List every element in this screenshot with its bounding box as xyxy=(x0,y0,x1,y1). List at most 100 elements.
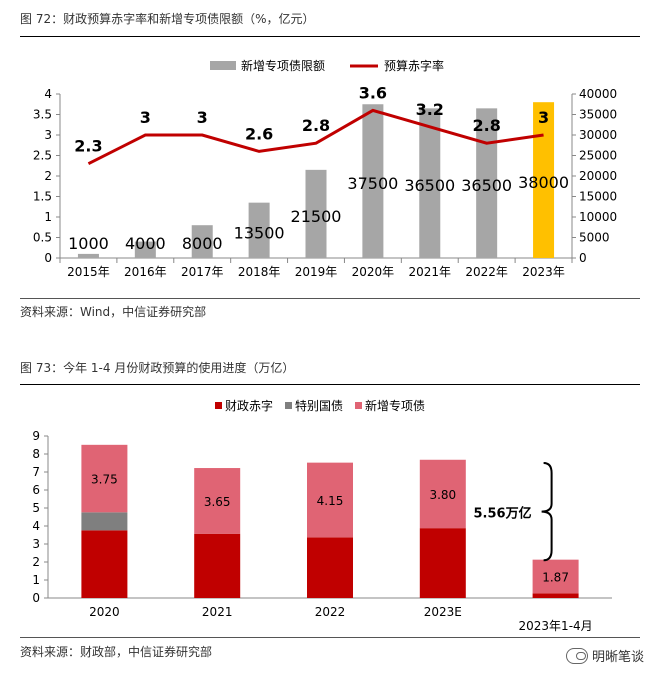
bar-data-label: 3.75 xyxy=(91,473,118,487)
figure-73-bottom-rule xyxy=(20,637,640,638)
y-axis-tick-label: 9 xyxy=(32,429,40,443)
bar-deficit-2020 xyxy=(81,530,128,598)
bar-data-label: 21500 xyxy=(291,207,342,226)
budget-usage-progress-chart: 财政赤字 特别国债 新增专项债 0 1 2 3 4 5 6 7 8 9 2020 2021 2022 2023E… xyxy=(32,398,612,632)
figure-72-bottom-rule xyxy=(20,298,640,299)
bar-deficit-2023E xyxy=(419,528,466,598)
y-axis-tick-label: 5 xyxy=(32,501,40,515)
legend-deficit-swatch xyxy=(215,402,222,409)
bar-deficit-2023年1-4月 xyxy=(532,593,579,598)
figure-73-title: 图 73：今年 1-4 月份财政预算的使用进度（万亿） xyxy=(20,361,295,375)
legend-special-bond-label: 新增专项债 xyxy=(365,398,425,413)
x-axis-tick-label: 2023年 xyxy=(522,265,565,279)
bar-deficit-2021 xyxy=(194,533,241,598)
right-axis-tick-label: 10000 xyxy=(579,210,617,224)
bar-data-label: 38000 xyxy=(518,173,569,192)
y-axis-tick-label: 2 xyxy=(32,555,40,569)
figure-72-top-rule xyxy=(20,36,640,37)
x-axis-tick-label: 2017年 xyxy=(181,265,224,279)
bar-data-label: 1000 xyxy=(68,234,109,253)
left-axis-tick-label: 0 xyxy=(44,251,52,265)
bar-special-treasury-2020 xyxy=(81,512,128,531)
x-axis-tick-label: 2020 xyxy=(89,605,120,619)
figure-73-source: 资料来源：财政部，中信证券研究部 xyxy=(20,645,213,659)
x-axis-tick-label: 2022 xyxy=(315,605,346,619)
left-axis-tick-label: 2.5 xyxy=(33,149,52,163)
annotation-total-label: 5.56万亿 xyxy=(474,506,532,522)
right-axis-tick-label: 30000 xyxy=(579,128,617,142)
bar-data-label: 4000 xyxy=(125,234,166,253)
watermark-text: 明晰笔谈 xyxy=(591,650,644,665)
bar-special-bond-2023年 xyxy=(533,102,555,258)
legend-special-bond-swatch xyxy=(355,402,362,409)
watermark: 明晰笔谈 xyxy=(565,646,644,665)
line-data-label: 3 xyxy=(538,108,549,127)
bar-special-bond-2016年 xyxy=(134,241,156,258)
legend-bar-swatch xyxy=(210,61,236,70)
line-data-label: 3 xyxy=(197,108,208,127)
bar-deficit-2022 xyxy=(307,537,353,598)
x-axis-tick-label: 2020年 xyxy=(352,265,395,279)
bar-data-label: 3.65 xyxy=(204,495,231,509)
bar-data-label: 4.15 xyxy=(317,494,344,508)
y-axis-tick-label: 6 xyxy=(32,483,40,497)
bar-data-label: 37500 xyxy=(347,174,398,193)
right-axis-tick-label: 15000 xyxy=(579,190,617,204)
right-axis-tick-label: 40000 xyxy=(579,87,617,101)
bar-special-bond-2020 xyxy=(81,444,128,513)
bar-special-bond-2021年 xyxy=(419,108,441,258)
line-data-label: 2.3 xyxy=(74,137,102,156)
right-axis-tick-label: 5000 xyxy=(579,231,610,245)
figure-73-top-rule xyxy=(20,384,640,385)
x-axis-tick-label: 2016年 xyxy=(124,265,167,279)
legend-bar-label: 新增专项债限额 xyxy=(241,58,325,73)
legend-deficit-label: 财政赤字 xyxy=(225,398,273,413)
legend-special-treasury-swatch xyxy=(285,402,292,409)
left-axis-tick-label: 3.5 xyxy=(33,108,52,122)
deficit-rate-line xyxy=(87,108,544,166)
line-data-label: 3 xyxy=(140,108,151,127)
x-axis-tick-label: 2019年 xyxy=(295,265,338,279)
right-axis-tick-label: 20000 xyxy=(579,169,617,183)
left-axis-tick-label: 3 xyxy=(44,128,52,142)
bar-data-label: 3.80 xyxy=(429,488,456,502)
figure-72-title: 图 72：财政预算赤字率和新增专项债限额（%，亿元） xyxy=(20,12,315,26)
x-axis-tick-label: 2018年 xyxy=(238,265,281,279)
bar-data-label: 13500 xyxy=(234,223,285,242)
x-axis-tick-label: 2021 xyxy=(202,605,233,619)
left-axis-tick-label: 0.5 xyxy=(33,231,52,245)
left-axis-tick-label: 4 xyxy=(44,87,52,101)
y-axis-tick-label: 8 xyxy=(32,447,40,461)
y-axis-tick-label: 0 xyxy=(32,591,40,605)
bar-special-bond-2021 xyxy=(194,468,241,534)
bar-special-bond-2022 xyxy=(307,462,353,538)
figure-72-source: 资料来源：Wind，中信证券研究部 xyxy=(20,305,207,319)
left-axis-tick-label: 2 xyxy=(44,169,52,183)
left-axis-tick-label: 1.5 xyxy=(33,190,52,204)
y-axis-tick-label: 3 xyxy=(32,537,40,551)
bar-data-label: 1.87 xyxy=(542,570,569,584)
x-axis-tick-label: 2015年 xyxy=(67,265,110,279)
bar-data-label: 36500 xyxy=(404,176,455,195)
bar-special-bond-2020年 xyxy=(362,104,384,258)
bar-special-bond-2017年 xyxy=(191,225,213,258)
line-data-label: 3.2 xyxy=(416,100,444,119)
bar-special-bond-2023E xyxy=(419,459,466,529)
bar-special-bond-2022年 xyxy=(476,108,498,258)
y-axis-tick-label: 7 xyxy=(32,465,40,479)
x-axis-tick-label: 2023年1-4月 xyxy=(519,619,593,632)
left-axis-tick-label: 1 xyxy=(44,210,52,224)
x-axis-tick-label: 2022年 xyxy=(465,265,508,279)
bar-special-bond-2023年1-4月 xyxy=(532,559,579,594)
line-data-label: 2.8 xyxy=(472,116,500,135)
bar-special-bond-2019年 xyxy=(305,169,327,258)
bar-data-label: 36500 xyxy=(461,176,512,195)
line-data-label: 2.8 xyxy=(302,116,330,135)
right-axis-tick-label: 25000 xyxy=(579,149,617,163)
bar-special-bond-2015年 xyxy=(77,253,99,258)
line-data-label: 2.6 xyxy=(245,124,273,143)
y-axis-tick-label: 1 xyxy=(32,573,40,587)
line-data-label: 3.6 xyxy=(359,83,387,102)
bar-special-bond-2018年 xyxy=(248,202,270,258)
right-axis-tick-label: 35000 xyxy=(579,108,617,122)
